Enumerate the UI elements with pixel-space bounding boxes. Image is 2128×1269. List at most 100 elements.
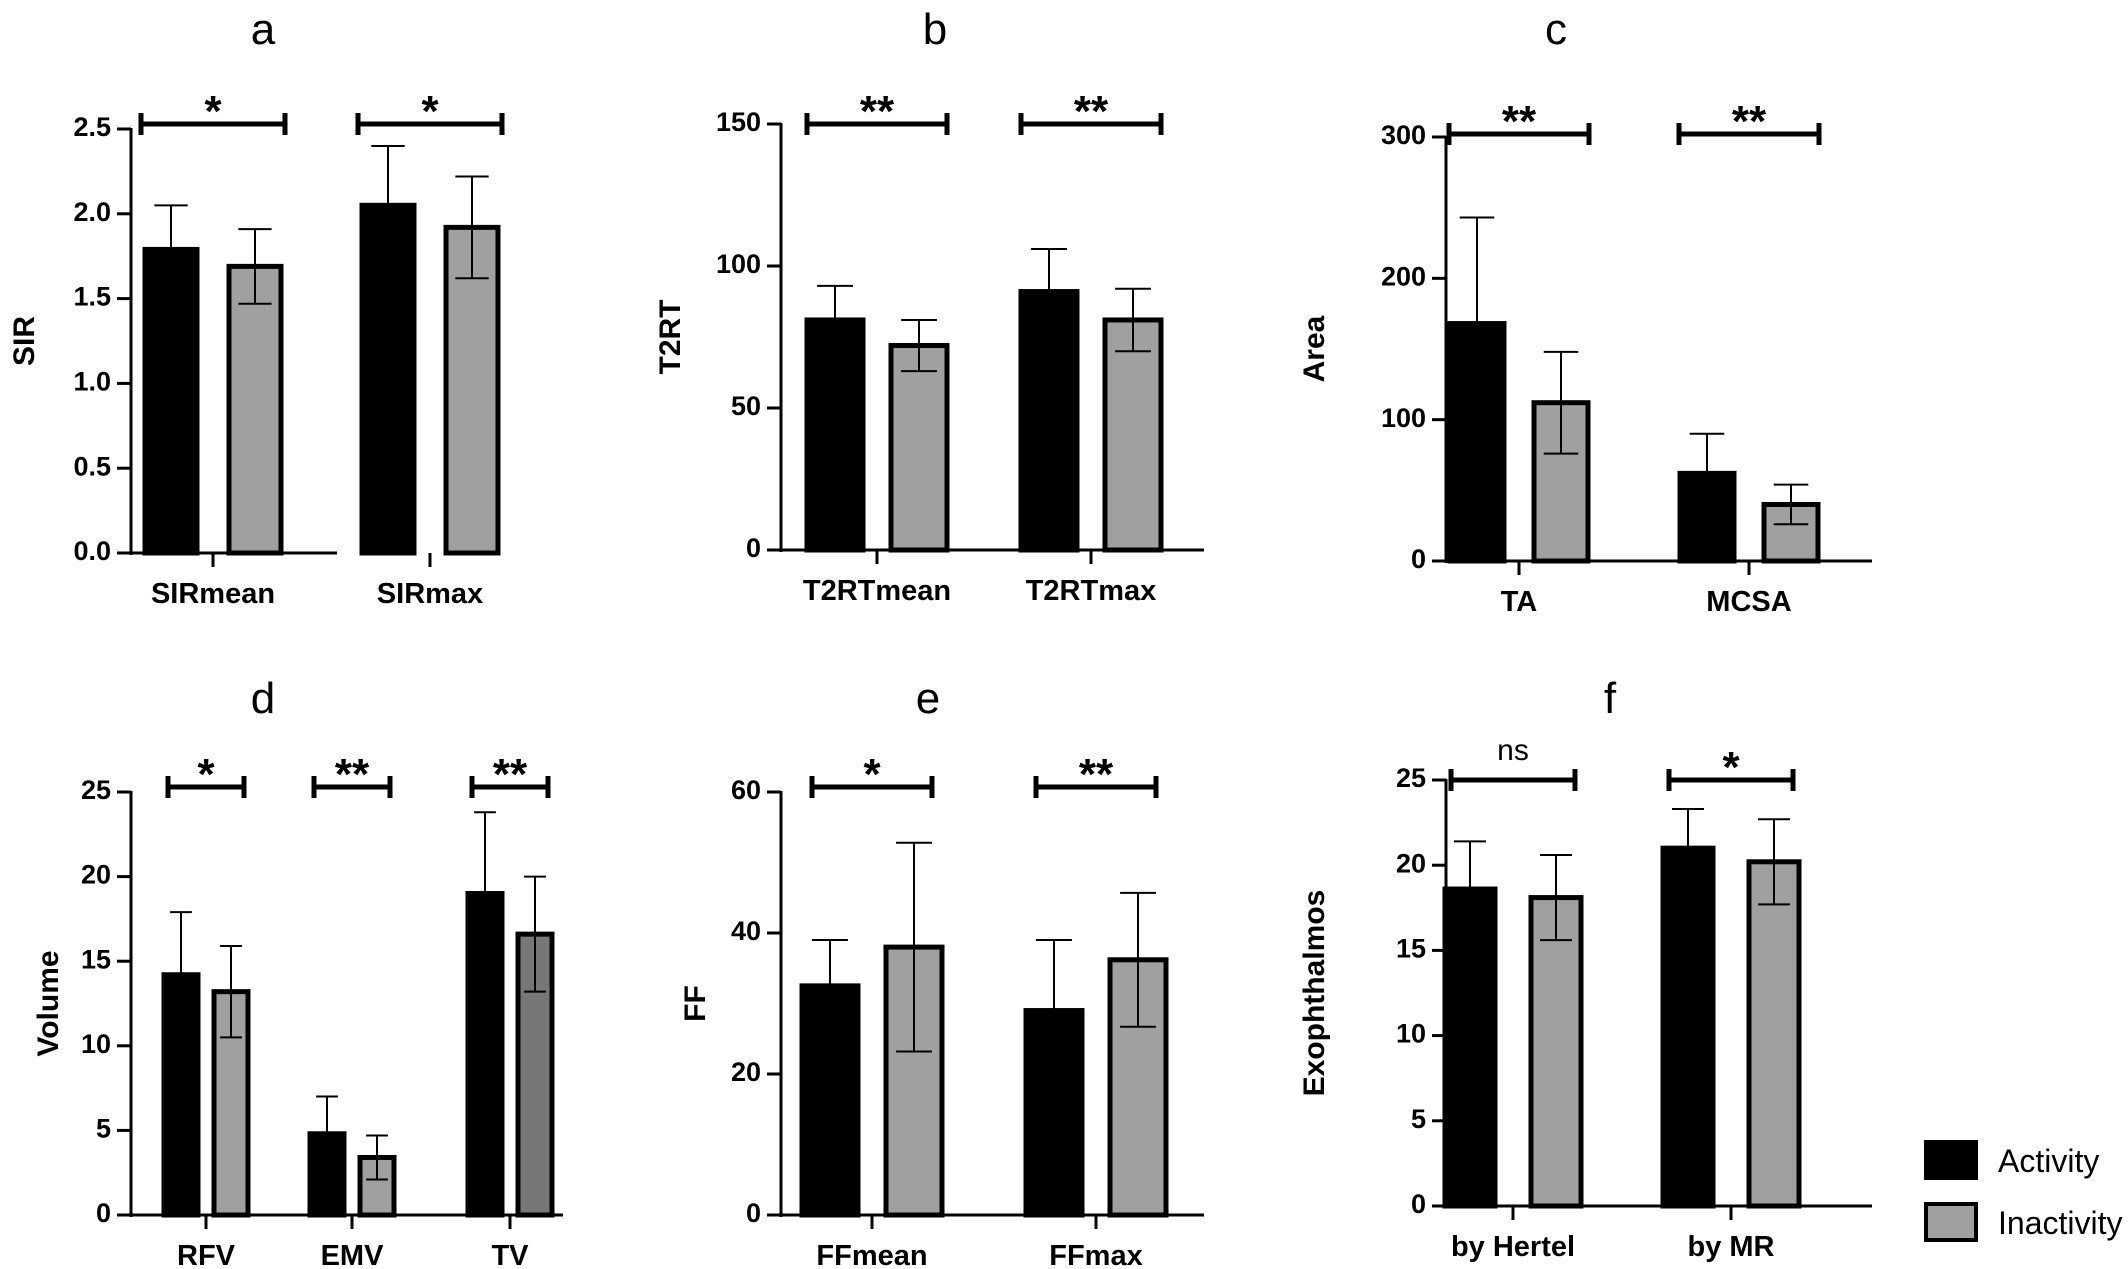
bar-inactivity [1528, 895, 1584, 1209]
significance-bracket [1448, 769, 1578, 791]
bar-inactivity [888, 343, 950, 553]
significance-label: ** [1079, 750, 1114, 799]
error-bar [1036, 939, 1072, 1011]
bar-activity [804, 317, 866, 553]
error-bar [524, 875, 546, 993]
significance-bracket [311, 776, 393, 798]
y-tick-label: 300 [1381, 120, 1426, 150]
y-tick-label: 100 [716, 249, 761, 279]
significance-label: ** [335, 750, 370, 799]
bar-activity [1023, 1008, 1085, 1218]
significance-bracket [1446, 123, 1592, 145]
x-tick-label: SIRmean [151, 578, 275, 610]
error-bar [1454, 840, 1486, 890]
error-bar [366, 1134, 388, 1181]
y-tick-label: 0 [746, 1198, 761, 1228]
significance-bracket [1018, 113, 1164, 135]
panel-e: e FF 0 20 40 60 FFmean * FFmax ** [679, 674, 1204, 1269]
error-bar [1689, 432, 1725, 474]
error-bar [812, 939, 848, 986]
x-tick-label: T2RTmax [1026, 575, 1157, 607]
y-tick-label: 100 [1381, 403, 1426, 433]
y-tick-label: 0.0 [73, 536, 111, 566]
y-tick-label: 20 [81, 860, 111, 890]
y-tick-label: 0 [96, 1198, 111, 1228]
error-bar [170, 911, 192, 975]
bar-inactivity [1102, 317, 1164, 553]
panel-letter: a [251, 5, 276, 54]
error-bar [1540, 853, 1572, 942]
legend-swatch-inactivity [1924, 1202, 1978, 1242]
y-axis-label: Exophthalmos [1298, 890, 1331, 1097]
panel-c: c Area 0 100 200 300 TA ** MCSA ** [1298, 5, 1872, 618]
significance-bracket [1033, 776, 1159, 798]
error-bar [220, 944, 242, 1039]
y-tick-label: 1.0 [73, 367, 111, 397]
error-bar [1672, 807, 1704, 849]
error-bar [154, 204, 188, 250]
legend-swatch-activity [1924, 1140, 1978, 1180]
panel-b: b T2RT 0 50 100 150 T2RTmean ** T2RTmax ** [654, 5, 1204, 607]
significance-bracket [165, 776, 247, 798]
error-bar [316, 1095, 338, 1134]
bar-activity [1677, 470, 1737, 564]
significance-bracket [809, 776, 935, 798]
significance-label: * [863, 750, 881, 799]
significance-bracket [469, 776, 551, 798]
y-tick-label: 10 [1396, 1019, 1426, 1049]
bar-activity [1018, 289, 1080, 553]
y-axis-label: T2RT [654, 300, 687, 375]
significance-label: ** [860, 87, 895, 136]
error-bar [371, 144, 405, 206]
error-bar [1115, 287, 1151, 353]
significance-bracket [138, 113, 288, 135]
panel-letter: e [916, 674, 940, 723]
y-tick-label: 25 [81, 775, 111, 805]
x-tick-label: by MR [1688, 1231, 1775, 1263]
y-tick-label: 200 [1381, 261, 1426, 291]
error-bar [1543, 350, 1579, 455]
legend: Activity Inactivity [1924, 1140, 2122, 1242]
significance-bracket [1676, 123, 1822, 145]
significance-label: ** [1074, 87, 1109, 136]
bar-activity [799, 983, 861, 1218]
bar-inactivity [443, 224, 501, 556]
y-axis-label: SIR [8, 316, 41, 366]
x-tick-label: T2RTmean [803, 575, 951, 607]
significance-bracket [804, 113, 950, 135]
y-tick-label: 0 [746, 533, 761, 563]
y-tick-label: 2.5 [73, 112, 111, 142]
y-tick-label: 0 [1411, 1189, 1426, 1219]
y-tick-label: 0.5 [73, 451, 111, 481]
error-bar [238, 228, 272, 305]
bar-activity [1660, 845, 1716, 1209]
legend-label-inactivity: Inactivity [1998, 1205, 2122, 1241]
bar-activity [142, 246, 200, 556]
y-tick-label: 15 [81, 944, 111, 974]
legend-label-activity: Activity [1998, 1143, 2099, 1179]
error-bar [901, 318, 937, 373]
y-tick-label: 5 [1411, 1104, 1426, 1134]
error-bar [1758, 818, 1790, 906]
significance-label: * [204, 87, 222, 136]
bar-inactivity [226, 263, 284, 556]
significance-label: * [1722, 743, 1740, 792]
significance-label: ns [1497, 734, 1529, 767]
significance-bracket [1666, 769, 1796, 791]
error-bar [455, 175, 489, 280]
x-tick-label: EMV [321, 1240, 385, 1269]
significance-label: ** [493, 750, 528, 799]
y-tick-label: 20 [731, 1057, 761, 1087]
bar-activity [465, 891, 505, 1218]
x-tick-label: by Hertel [1451, 1231, 1575, 1263]
y-tick-label: 5 [96, 1114, 111, 1144]
y-tick-label: 2.0 [73, 197, 111, 227]
y-tick-label: 1.5 [73, 282, 111, 312]
y-axis-label: FF [679, 985, 712, 1022]
error-bar [1031, 247, 1067, 292]
panel-f: f Exophthalmos 0 5 10 15 20 25 by Hertel ns by MR * [1298, 674, 1872, 1263]
y-tick-label: 15 [1396, 934, 1426, 964]
panel-letter: c [1545, 5, 1567, 54]
error-bar [1773, 483, 1809, 526]
